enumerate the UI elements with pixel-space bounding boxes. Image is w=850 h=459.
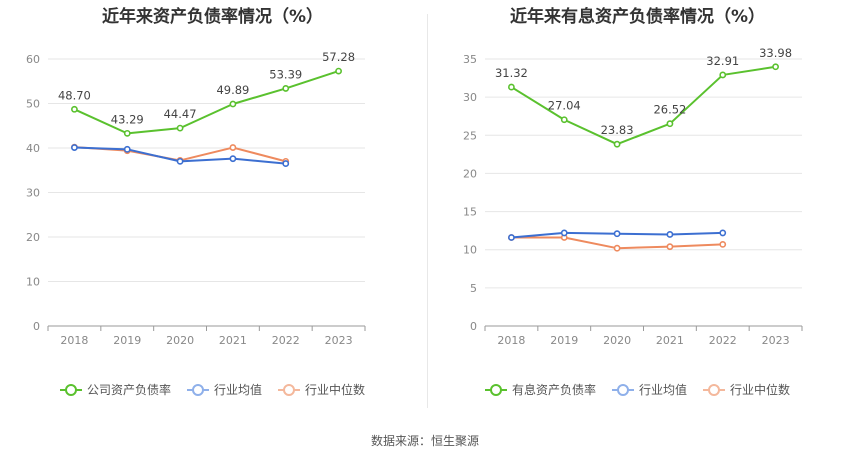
y-tick-label: 5 (470, 282, 477, 295)
data-point (560, 116, 568, 124)
data-point (719, 229, 727, 237)
legend-item[interactable]: 行业中位数 (278, 381, 365, 398)
data-label: 44.47 (164, 107, 197, 121)
data-label: 49.89 (216, 83, 249, 97)
data-label: 48.70 (58, 88, 91, 102)
chart-title: 近年来资产负债率情况（%） (101, 7, 324, 27)
data-point (508, 83, 515, 91)
x-tick-label: 2021 (656, 334, 684, 347)
legend-label: 行业均值 (213, 383, 262, 397)
data-point (719, 71, 727, 79)
y-tick-label: 35 (463, 53, 477, 66)
chart-plot-area: 0 10 20 30 40 50 60 2018 2019 2020 2021 2022 2023 48.… (26, 50, 366, 347)
legend-marker-icon (484, 383, 507, 396)
legend-item[interactable]: 行业均值 (611, 381, 687, 398)
legend-marker-icon (186, 383, 209, 396)
legend-item[interactable]: 行业均值 (186, 381, 262, 398)
data-point (508, 234, 515, 241)
legend-label: 行业均值 (638, 383, 687, 397)
legend-marker-icon (611, 383, 634, 396)
y-tick-label: 0 (470, 320, 477, 333)
data-point (613, 244, 621, 252)
chart-panel-left: 近年来资产负债率情况（%） 0 10 20 30 40 50 60 2018 2019 2020 2… (0, 0, 425, 420)
data-point (123, 129, 131, 137)
x-tick-label: 2019 (550, 334, 578, 347)
chart-panel-right: 近年来有息资产负债率情况（%） 0 5 10 15 20 25 30 35 2018 2019 20… (425, 0, 850, 420)
data-label: 27.04 (548, 99, 581, 113)
legend-marker-icon (703, 383, 725, 396)
y-tick-label: 50 (26, 98, 40, 111)
data-point (176, 124, 184, 132)
x-tick-label: 2020 (166, 334, 194, 347)
x-tick-label: 2018 (60, 334, 88, 347)
x-tick-label: 2021 (219, 334, 247, 347)
chart-legend: 有息资产负债率 行业均值 行业中位数 (425, 381, 850, 398)
data-point (123, 145, 131, 153)
data-label: 31.32 (495, 66, 528, 80)
series-line (74, 70, 339, 135)
y-tick-label: 10 (463, 244, 477, 257)
chart-legend: 公司资产负债率 行业均值 行业中位数 (0, 381, 425, 398)
data-label: 26.52 (653, 103, 686, 117)
x-tick-label: 2022 (709, 334, 737, 347)
data-label: 53.39 (269, 67, 302, 81)
legend-marker-icon (59, 383, 82, 396)
legend-label: 行业中位数 (730, 383, 791, 397)
data-point (560, 229, 568, 237)
data-point (229, 155, 237, 163)
x-tick-label: 2020 (603, 334, 631, 347)
data-point (335, 67, 342, 75)
x-tick-label: 2022 (272, 334, 300, 347)
data-point (719, 240, 727, 248)
data-point (282, 160, 290, 167)
y-tick-label: 30 (26, 187, 40, 200)
data-point (666, 243, 674, 251)
chart-title: 近年来有息资产负债率情况（%） (509, 7, 766, 27)
y-tick-label: 0 (33, 320, 40, 333)
data-point (229, 144, 237, 151)
legend-label: 行业中位数 (305, 383, 366, 397)
data-point (613, 140, 621, 148)
data-point (71, 105, 78, 113)
series-line (510, 65, 776, 146)
legend-label: 有息资产负债率 (511, 383, 596, 397)
legend-label: 公司资产负债率 (86, 383, 171, 397)
data-point (71, 144, 78, 151)
data-label: 23.83 (601, 123, 634, 137)
legend-item[interactable]: 行业中位数 (703, 381, 790, 398)
y-tick-label: 60 (26, 53, 40, 66)
y-tick-label: 25 (463, 129, 477, 142)
y-tick-label: 15 (463, 206, 477, 219)
x-tick-label: 2018 (497, 334, 525, 347)
data-point (176, 157, 184, 165)
x-tick-label: 2023 (762, 334, 790, 347)
y-tick-label: 30 (463, 91, 477, 104)
chart-plot-area: 0 5 10 15 20 25 30 35 2018 2019 2020 2021 2022 2023 31… (463, 46, 803, 347)
x-tick-label: 2019 (113, 334, 141, 347)
data-label: 32.91 (706, 54, 739, 68)
y-tick-label: 20 (463, 167, 477, 180)
data-label: 43.29 (111, 112, 144, 126)
data-point (613, 230, 621, 238)
data-point (282, 85, 290, 92)
data-point (772, 63, 779, 71)
legend-item[interactable]: 有息资产负债率 (484, 381, 596, 398)
y-tick-label: 10 (26, 276, 40, 289)
data-point (666, 120, 674, 128)
legend-marker-icon (278, 383, 300, 396)
data-label: 57.28 (322, 50, 355, 64)
x-tick-label: 2023 (325, 334, 353, 347)
data-label: 33.98 (759, 46, 792, 60)
panel-divider (427, 14, 428, 408)
y-tick-label: 40 (26, 142, 40, 155)
data-point (229, 100, 237, 108)
data-source: 数据来源：恒生聚源 (370, 434, 479, 448)
y-tick-label: 20 (26, 231, 40, 244)
data-point (666, 231, 674, 238)
legend-item[interactable]: 公司资产负债率 (59, 381, 171, 398)
